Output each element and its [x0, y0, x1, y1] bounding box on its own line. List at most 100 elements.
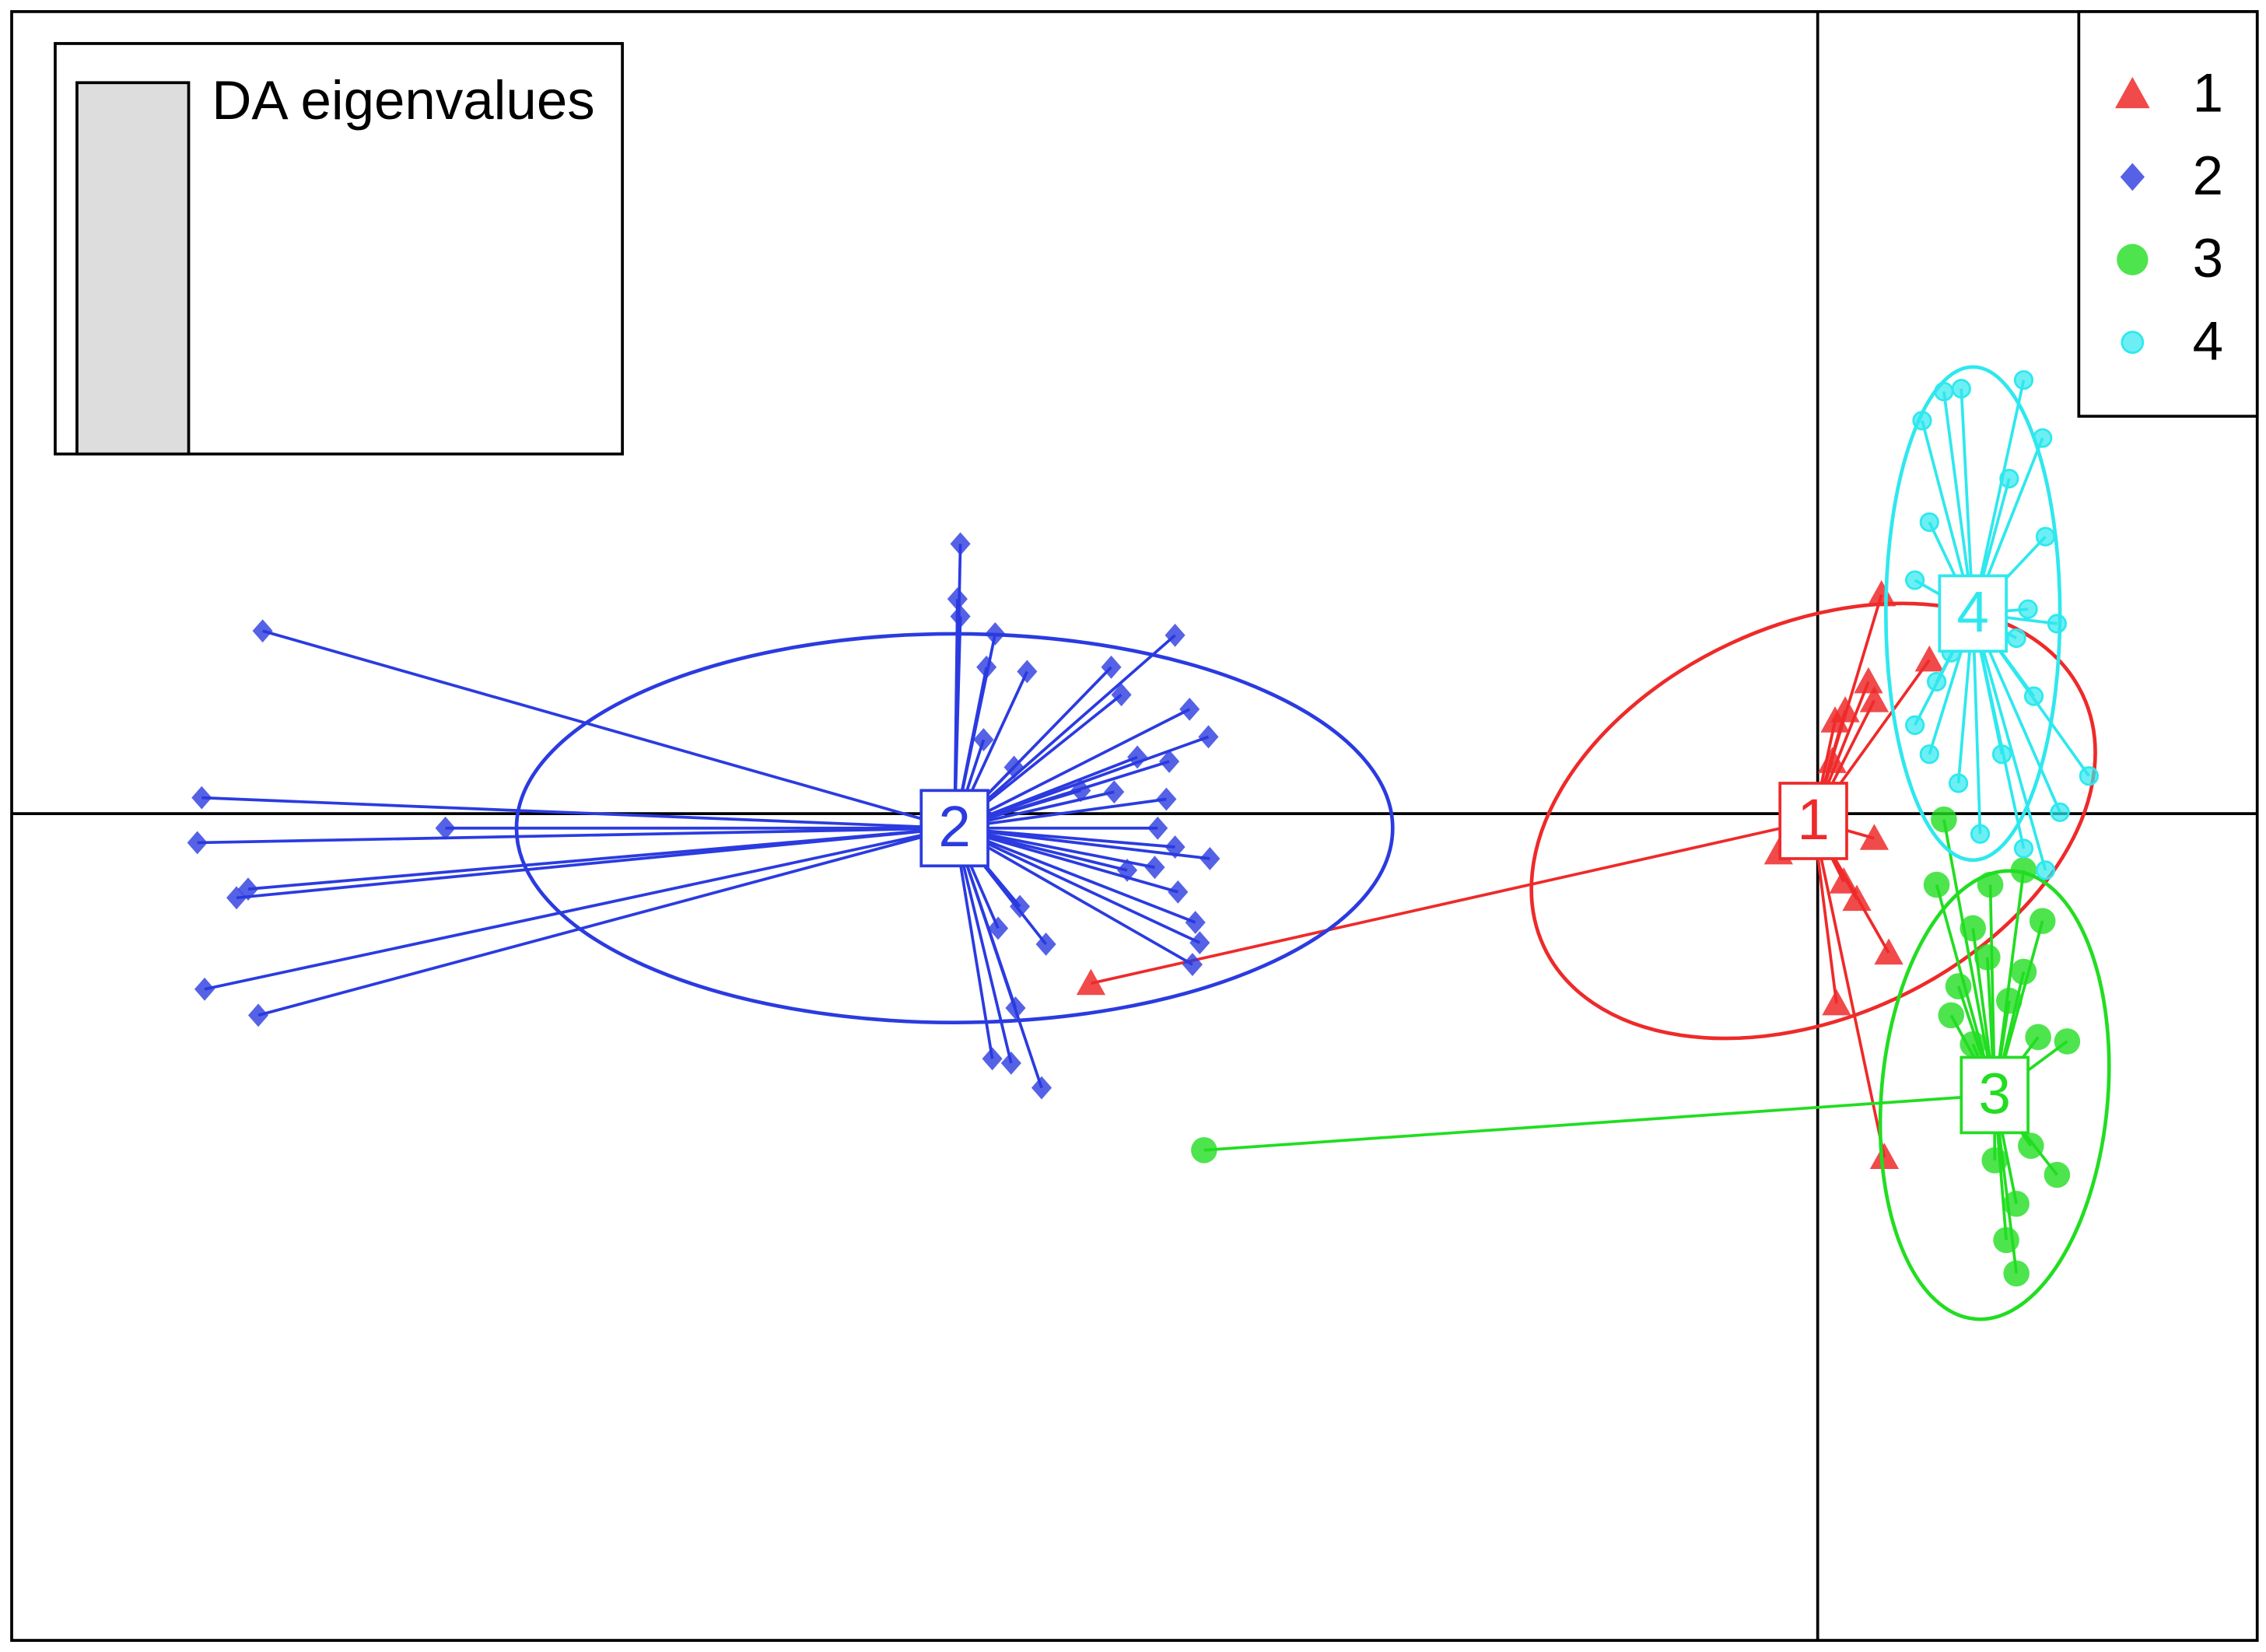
centroid-box [919, 789, 989, 868]
point-circle [2010, 958, 2037, 985]
point-circle [2117, 243, 2149, 275]
point-circle [2025, 1024, 2051, 1051]
point-diamond [1127, 745, 1148, 769]
point-circle [2029, 908, 2056, 934]
plot-area: 1 2 3 4 [12, 11, 2257, 1641]
point-diamond [950, 532, 971, 556]
point-small-circle [1919, 744, 1939, 765]
point-circle [1191, 1136, 1217, 1164]
point-diamond [194, 977, 215, 1001]
centroid-link [954, 827, 1201, 944]
point-diamond [252, 619, 273, 643]
point-triangle [1869, 1143, 1900, 1170]
point-diamond [982, 1047, 1003, 1071]
centroid-link [953, 634, 1176, 830]
point-diamond [191, 786, 212, 810]
point-triangle [1076, 968, 1106, 996]
centroid-label: 3 [1978, 1060, 2010, 1125]
point-diamond [247, 1003, 269, 1027]
point-circle [2003, 1190, 2030, 1217]
point-small-circle [2033, 428, 2053, 448]
legend-frame [2077, 10, 2259, 418]
point-circle [1938, 1002, 1965, 1029]
point-diamond [947, 587, 968, 611]
point-triangle [1867, 579, 1897, 607]
legend-label: 3 [2193, 228, 2223, 289]
point-small-circle [2006, 628, 2026, 649]
point-diamond [2120, 163, 2145, 191]
point-diamond [976, 655, 997, 679]
centroid-link [1942, 819, 1997, 1096]
point-small-circle [2079, 766, 2099, 786]
point-diamond [1017, 660, 1038, 684]
point-small-circle [1948, 773, 1969, 793]
point-circle [1996, 987, 2023, 1014]
point-triangle [1817, 747, 1847, 773]
point-diamond [435, 816, 456, 840]
centroid-box [1960, 1055, 2030, 1135]
point-diamond [1156, 787, 1177, 811]
plot-frame [10, 10, 2259, 1642]
point-diamond [1000, 1051, 1021, 1075]
point-small-circle [2050, 802, 2070, 822]
point-diamond [950, 604, 971, 628]
point-diamond [1147, 816, 1168, 840]
legend-label: 4 [2193, 311, 2223, 373]
point-diamond [1005, 996, 1026, 1020]
centroid-link [954, 797, 1167, 830]
point-triangle [1854, 667, 1883, 694]
eigenvalue-bar [75, 81, 191, 456]
point-circle [1931, 806, 1957, 833]
point-small-circle [2018, 599, 2038, 619]
centroid-link [262, 629, 955, 830]
point-small-circle [1970, 824, 1991, 844]
centroid-link [954, 827, 1193, 966]
point-small-circle [1951, 379, 1971, 399]
point-diamond [237, 877, 259, 901]
point-circle [1945, 973, 1972, 999]
group-ellipse [1883, 365, 2062, 863]
point-circle [1981, 1147, 2008, 1174]
point-triangle [1859, 686, 1890, 712]
point-small-circle [1905, 570, 1925, 590]
point-circle [2018, 1132, 2044, 1159]
centroid-link [1971, 613, 2047, 871]
point-small-circle [1991, 744, 2012, 765]
point-small-circle [2013, 838, 2034, 859]
centroid-link [204, 826, 955, 991]
point-diamond [1179, 697, 1200, 721]
centroid-link [954, 827, 1196, 924]
inset-title: DA eigenvalues [212, 70, 594, 131]
point-small-circle [1999, 468, 2019, 488]
point-small-circle [2023, 686, 2044, 706]
point-diamond [1104, 780, 1125, 804]
point-triangle [1859, 824, 1890, 850]
centroid-label: 4 [1956, 579, 1988, 644]
point-small-circle [1927, 671, 1947, 692]
point-diamond [1144, 856, 1165, 880]
centroid-box [1938, 574, 2008, 653]
point-diamond [1111, 683, 1132, 707]
centroid-label: 2 [938, 793, 970, 859]
point-circle [1960, 1031, 1986, 1058]
point-diamond [1200, 847, 1221, 870]
centroid-link [201, 796, 955, 830]
point-circle [2054, 1028, 2081, 1055]
point-diamond [1031, 1076, 1052, 1100]
point-triangle [1874, 938, 1904, 965]
point-diamond [1168, 880, 1189, 904]
centroid-box [1778, 782, 1848, 860]
point-small-circle [2013, 369, 2034, 390]
centroid-link [1203, 1094, 1995, 1152]
group [187, 532, 1395, 1100]
point-triangle [1829, 867, 1858, 894]
point-diamond [985, 621, 1006, 646]
point-diamond [1189, 931, 1210, 955]
point-small-circle [1905, 715, 1925, 735]
point-triangle [1914, 645, 1944, 672]
point-circle [1960, 915, 1986, 942]
centroid-link [953, 828, 1043, 1089]
point-circle [2044, 1161, 2071, 1188]
